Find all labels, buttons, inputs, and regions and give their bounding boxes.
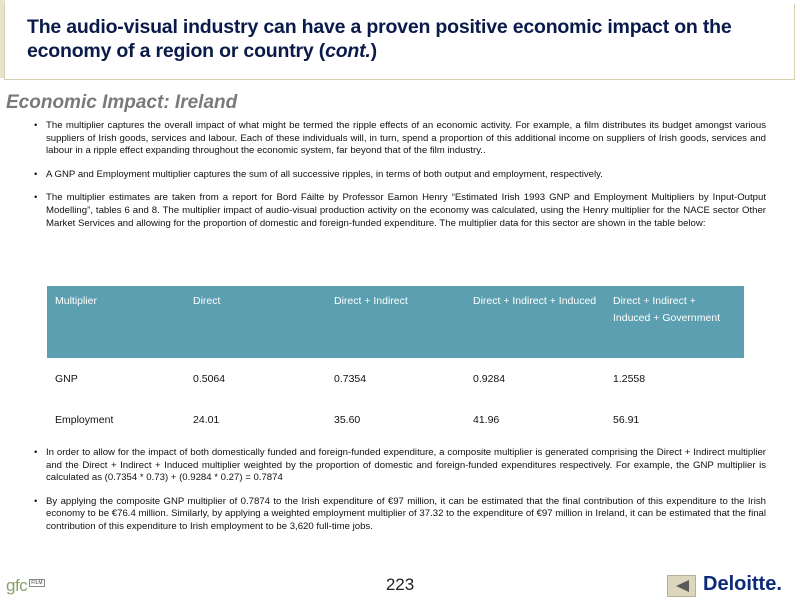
table-cell: 0.5064 xyxy=(193,372,226,385)
table-row: Employment 24.01 35.60 41.96 56.91 xyxy=(47,399,744,440)
bullet-item: • The multiplier estimates are taken from… xyxy=(34,192,766,229)
gfc-film-logo: gfc FILM xyxy=(6,576,45,595)
table-cell: 56.91 xyxy=(613,413,640,426)
title-box: The audio-visual industry can have a pro… xyxy=(4,4,795,80)
bullet-item: • The multiplier captures the overall imp… xyxy=(34,120,766,157)
table-cell: 0.9284 xyxy=(473,372,506,385)
table-header-cell: Direct + Indirect + Induced + Government xyxy=(605,286,744,358)
table-cell: 0.7354 xyxy=(334,372,367,385)
multiplier-table: Multiplier Direct Direct + Indirect Dire… xyxy=(47,286,744,440)
table-header-cell: Multiplier xyxy=(47,286,185,358)
bullet-list-top: • The multiplier captures the overall imp… xyxy=(34,120,766,241)
bullet-item: • By applying the composite GNP multiplie… xyxy=(34,495,766,532)
deloitte-logo: Deloitte. xyxy=(703,573,782,595)
table-cell: 41.96 xyxy=(473,413,500,426)
page-title: The audio-visual industry can have a pro… xyxy=(27,16,732,62)
table-cell: 24.01 xyxy=(193,413,220,426)
table-cell: Employment xyxy=(55,413,114,426)
bullet-item: • In order to allow for the impact of bot… xyxy=(34,447,766,484)
title-accent-bar xyxy=(0,0,5,78)
triangle-left-icon xyxy=(675,580,689,592)
table-header-cell: Direct + Indirect xyxy=(326,286,465,358)
table-header-cell: Direct + Indirect + Induced xyxy=(465,286,605,358)
table-header-row: Multiplier Direct Direct + Indirect Dire… xyxy=(47,286,744,358)
table-row: GNP 0.5064 0.7354 0.9284 1.2558 xyxy=(47,358,744,399)
table-header-cell: Direct xyxy=(185,286,326,358)
back-button[interactable] xyxy=(667,575,696,597)
section-title: Economic Impact: Ireland xyxy=(6,92,238,113)
table-cell: GNP xyxy=(55,372,78,385)
table-cell: 35.60 xyxy=(334,413,361,426)
page-number: 223 xyxy=(385,575,415,594)
bullet-list-bottom: • In order to allow for the impact of bot… xyxy=(34,447,766,545)
bullet-item: • A GNP and Employment multiplier capture… xyxy=(34,168,603,180)
table-cell: 1.2558 xyxy=(613,372,646,385)
